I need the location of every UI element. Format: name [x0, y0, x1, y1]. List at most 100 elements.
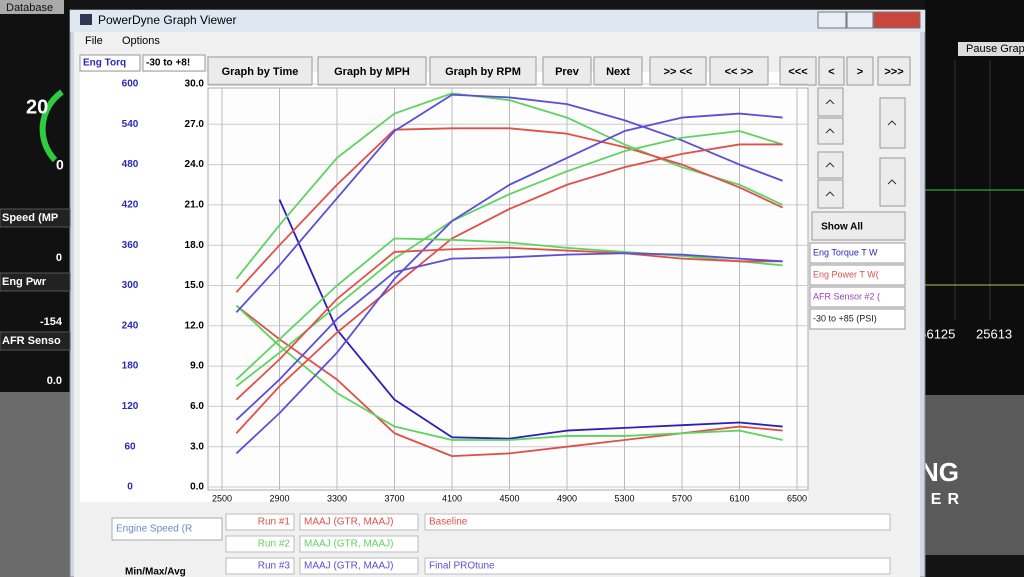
chevron [887, 120, 897, 126]
toolbar-button[interactable] [779, 56, 817, 86]
series-line [235, 143, 783, 434]
y-tick-label: 27.0 [185, 119, 205, 130]
scroll-button[interactable] [879, 97, 906, 149]
toolbar-button[interactable] [877, 56, 911, 86]
series-line [235, 112, 783, 455]
toolbar-button[interactable] [429, 56, 537, 86]
toolbar-button-label: > [857, 66, 863, 78]
panel-header [0, 331, 71, 351]
tab-label: Database [6, 2, 53, 14]
toolbar-button[interactable] [207, 56, 313, 86]
show-all-button[interactable] [811, 211, 906, 241]
table-cell [225, 513, 295, 531]
series-line [235, 304, 783, 441]
toolbar-button-label: <<< [788, 66, 807, 78]
scroll-button[interactable] [879, 157, 906, 207]
legend-box[interactable] [809, 242, 906, 264]
chevron [825, 162, 835, 168]
toolbar-button-label: >>> [884, 66, 903, 78]
scroll-button[interactable] [817, 179, 844, 209]
y-tick-label: 24.0 [185, 159, 205, 170]
show-all-label: Show All [821, 222, 863, 233]
gauge-arc [39, 89, 64, 163]
y2-tick-label: 600 [122, 79, 139, 90]
toolbar-button-label: >> << [664, 66, 693, 78]
legend-box[interactable] [809, 264, 906, 286]
legend-label: Eng Power T W( [813, 269, 879, 279]
table-cell-text: Run #1 [258, 517, 291, 528]
chevron [825, 191, 835, 197]
right-grid [925, 60, 1024, 320]
toolbar-button[interactable] [542, 56, 592, 86]
toolbar-button[interactable] [818, 56, 845, 86]
series-line [235, 304, 783, 458]
toolbar-button[interactable] [593, 56, 643, 86]
tab[interactable] [0, 0, 64, 14]
menu-item[interactable]: Options [122, 35, 160, 47]
x-tick-label: 4900 [557, 493, 577, 503]
series-line [235, 93, 783, 313]
menu-item[interactable]: File [85, 35, 103, 47]
y-tick-label: 21.0 [185, 200, 205, 211]
pause-label: Pause Grap [966, 43, 1024, 55]
toolbar-button-label: Graph by MPH [334, 66, 410, 78]
x-tick-label: 2900 [269, 493, 289, 503]
close-button[interactable] [873, 11, 921, 29]
chevron [887, 179, 897, 185]
y2-tick-label: 540 [122, 119, 139, 130]
table-cell-text: MAAJ (GTR, MAAJ) [304, 561, 393, 572]
y2-tick-label: 240 [122, 320, 139, 331]
scroll-button[interactable] [817, 151, 844, 179]
table-cell-text: Final PROtune [429, 561, 495, 572]
table-cell-text: Run #3 [258, 561, 291, 572]
legend-label: -30 to +85 (PSI) [813, 313, 877, 323]
table-cell [225, 557, 295, 575]
y2-tick-label: 360 [122, 240, 139, 251]
chevron [825, 128, 835, 134]
toolbar-button[interactable] [649, 56, 707, 86]
table-cell-text: Baseline [429, 517, 468, 528]
scroll-button[interactable] [817, 87, 844, 117]
legend-box[interactable] [809, 308, 906, 330]
legend-box[interactable] [809, 286, 906, 308]
toolbar-button-label: Prev [555, 66, 580, 78]
toolbar-button-label: Graph by Time [222, 66, 299, 78]
panel-label: Eng Pwr [2, 276, 47, 288]
y-tick-label: 0.0 [190, 482, 204, 493]
x-tick-label: 5700 [672, 493, 692, 503]
x-tick-label: 6100 [729, 493, 749, 503]
y2-tick-label: 300 [122, 280, 139, 291]
panel-header [0, 208, 71, 228]
series-line [278, 199, 783, 440]
panel-header [0, 272, 71, 292]
table-cell [299, 513, 419, 531]
y-tick-label: 9.0 [190, 361, 204, 372]
tab[interactable] [79, 54, 141, 72]
panel-label: Speed (MP [2, 212, 58, 224]
right-app [925, 0, 1024, 395]
toolbar-button[interactable] [317, 56, 427, 86]
gauge-min: 0 [56, 157, 64, 173]
scroll-button[interactable] [817, 117, 844, 145]
y-tick-label: 6.0 [190, 401, 204, 412]
maximize-button[interactable] [846, 11, 874, 29]
legend-label: AFR Sensor #2 ( [813, 291, 880, 301]
minimize-button[interactable] [817, 11, 847, 29]
toolbar-button[interactable] [709, 56, 769, 86]
left-panel [0, 392, 70, 577]
y2-tick-label: 420 [122, 200, 139, 211]
toolbar-button-label: < [828, 66, 834, 78]
toolbar-button[interactable] [846, 56, 874, 86]
title-bar [70, 10, 925, 32]
table-cell-text: Run #2 [258, 539, 291, 550]
table-cell-text: MAAJ (GTR, MAAJ) [304, 517, 393, 528]
tab[interactable] [142, 54, 206, 72]
toolbar-button-label: Next [606, 66, 630, 78]
x-tick-label: 6500 [787, 493, 807, 503]
y-tick-label: 12.0 [185, 320, 205, 331]
series-line [235, 246, 783, 401]
toolbar-button-label: Graph by RPM [445, 66, 521, 78]
pause-button[interactable] [958, 42, 1024, 56]
table-cell [299, 535, 419, 553]
